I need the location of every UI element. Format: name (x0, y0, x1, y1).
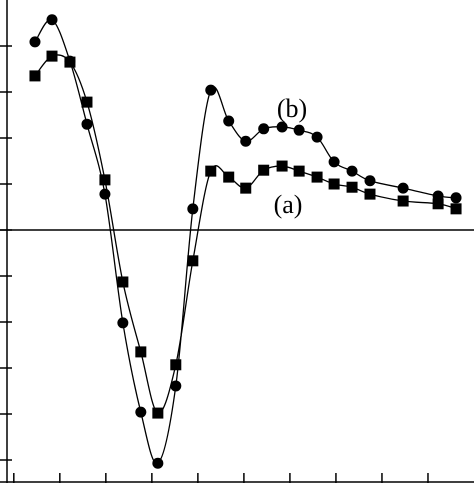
circle-marker (258, 123, 270, 135)
square-marker (276, 160, 288, 172)
square-marker (346, 181, 358, 193)
circle-marker (81, 118, 93, 130)
square-marker (81, 96, 93, 108)
circle-marker (397, 182, 409, 194)
square-marker (293, 165, 305, 177)
series-line (34, 54, 457, 414)
square-marker (152, 407, 164, 419)
series-line (34, 19, 457, 464)
square-marker (240, 182, 252, 194)
square-marker (170, 359, 182, 371)
square-marker (397, 195, 409, 207)
circle-marker (29, 36, 41, 48)
circle-marker (152, 457, 164, 469)
circle-marker (293, 124, 305, 136)
circle-marker (346, 165, 358, 177)
circle-marker (240, 135, 252, 147)
square-marker (135, 346, 147, 358)
square-marker (328, 178, 340, 190)
circle-marker (46, 14, 58, 26)
circle-marker (135, 406, 147, 418)
square-marker (258, 164, 270, 176)
annotation: (a) (274, 190, 303, 219)
square-marker (223, 171, 235, 183)
circle-marker (276, 121, 288, 133)
circle-marker (117, 317, 129, 329)
square-marker (29, 70, 41, 82)
circle-marker (432, 190, 444, 202)
square-marker (46, 50, 58, 62)
circle-marker (311, 131, 323, 143)
circle-marker (64, 55, 76, 67)
square-marker (432, 198, 444, 210)
square-marker (205, 165, 217, 177)
circle-marker (205, 84, 217, 96)
circle-marker (223, 115, 235, 127)
circle-marker (328, 156, 340, 168)
circle-marker (99, 188, 111, 200)
circle-marker (450, 192, 462, 204)
circle-marker (364, 175, 376, 187)
square-marker (364, 188, 376, 200)
circle-marker (187, 203, 199, 215)
circle-marker (170, 380, 182, 392)
square-marker (187, 255, 199, 267)
square-marker (99, 174, 111, 186)
annotation: (b) (277, 94, 307, 123)
square-marker (450, 203, 462, 215)
square-marker (311, 171, 323, 183)
square-marker (117, 276, 129, 288)
